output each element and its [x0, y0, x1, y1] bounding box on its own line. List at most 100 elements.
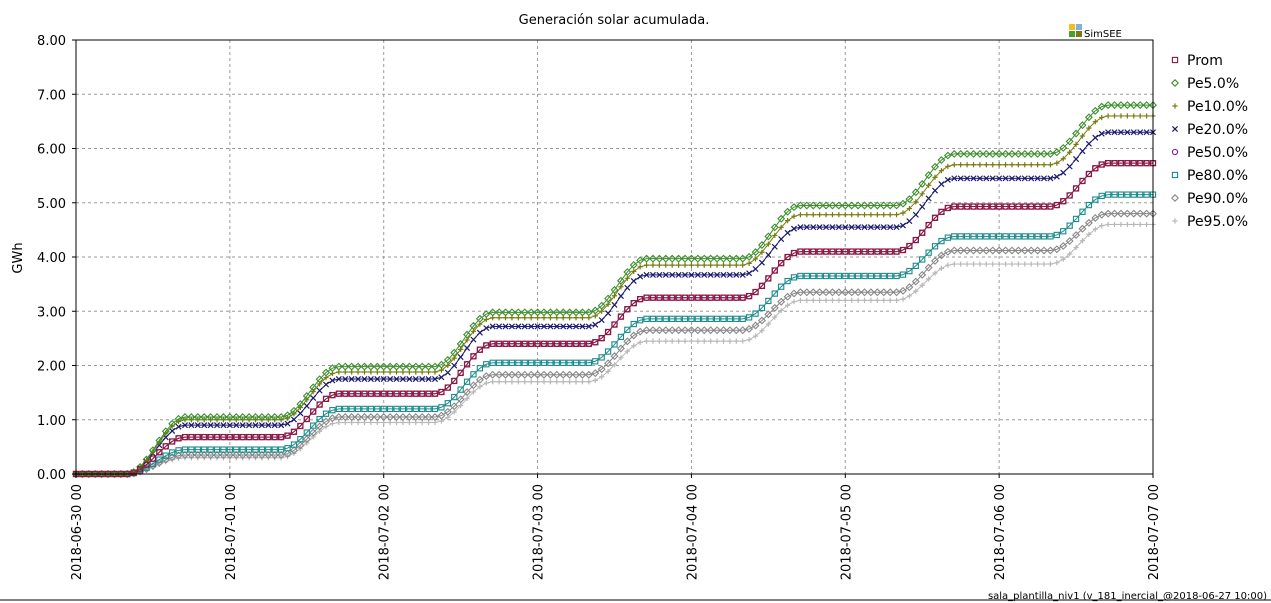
data-point	[540, 323, 548, 330]
data-point	[444, 400, 451, 407]
data-point	[777, 297, 786, 306]
data-point	[303, 402, 310, 409]
data-point	[681, 326, 689, 335]
data-point	[457, 386, 464, 393]
data-point	[874, 248, 881, 255]
data-point	[855, 224, 862, 231]
data-point	[399, 405, 407, 413]
data-point	[579, 379, 586, 385]
data-point	[1002, 162, 1009, 168]
data-point	[546, 370, 555, 379]
data-point	[252, 422, 259, 429]
legend: Prom Pe5.0% Pe10.0% Pe20.0% Pe50.0% Pe80.0% Pe…	[1171, 53, 1248, 230]
data-point	[616, 276, 625, 285]
data-point	[1111, 113, 1118, 119]
data-point	[701, 294, 708, 301]
data-point	[733, 338, 739, 344]
data-point	[315, 422, 324, 431]
data-point	[969, 246, 978, 255]
data-point	[970, 261, 977, 267]
data-point	[1117, 129, 1124, 136]
data-point	[714, 262, 720, 268]
data-point	[419, 390, 426, 397]
data-point	[867, 224, 874, 231]
data-point	[598, 334, 605, 342]
data-point	[303, 429, 310, 436]
data-point	[579, 359, 586, 366]
series-prom	[72, 159, 1157, 478]
data-point	[366, 413, 375, 422]
data-point	[1092, 196, 1099, 203]
data-point	[618, 355, 624, 361]
data-point	[662, 315, 669, 322]
data-point	[220, 433, 227, 441]
data-point	[584, 370, 593, 379]
data-point	[169, 438, 176, 445]
data-point	[802, 201, 811, 210]
data-point	[335, 376, 342, 383]
data-point	[688, 271, 695, 278]
data-point	[842, 212, 848, 218]
data-point	[906, 242, 913, 250]
data-point	[995, 149, 1004, 158]
data-point	[373, 362, 382, 371]
data-point	[1092, 134, 1099, 141]
grid-layer	[76, 40, 1153, 474]
data-point	[533, 370, 542, 379]
data-point	[194, 422, 201, 429]
data-point	[1104, 209, 1113, 218]
y-tick-label: 3.00	[37, 305, 66, 320]
data-point	[552, 308, 561, 317]
data-point	[257, 451, 266, 459]
data-point	[624, 275, 630, 281]
data-point	[802, 288, 811, 297]
data-point	[810, 224, 817, 231]
data-point	[392, 362, 401, 371]
data-point	[778, 224, 784, 230]
data-point	[379, 413, 388, 422]
data-point	[219, 413, 228, 422]
data-point	[1035, 261, 1041, 267]
data-point	[1073, 141, 1079, 147]
data-point	[675, 315, 682, 322]
data-point	[694, 271, 701, 278]
data-point	[502, 340, 509, 347]
data-point	[879, 288, 888, 297]
data-point	[1171, 194, 1179, 202]
data-point	[527, 370, 536, 379]
data-point	[855, 212, 861, 218]
data-point	[1046, 246, 1055, 255]
data-point	[854, 288, 863, 297]
data-point	[335, 390, 342, 397]
data-point	[278, 422, 285, 429]
data-point	[694, 294, 701, 301]
data-point	[1020, 149, 1029, 158]
data-point	[1060, 156, 1066, 162]
data-point	[490, 379, 496, 385]
data-point	[225, 413, 234, 422]
y-tick-label: 6.00	[37, 143, 66, 158]
data-point	[334, 413, 343, 422]
data-point	[656, 294, 663, 301]
data-point	[495, 340, 503, 347]
logo-square-yellow	[1069, 24, 1075, 30]
data-point	[457, 369, 464, 377]
data-point	[823, 224, 830, 231]
data-point	[489, 340, 496, 347]
data-point	[521, 340, 528, 347]
data-point	[329, 377, 336, 384]
data-point	[431, 390, 439, 397]
data-point	[567, 379, 573, 385]
data-point	[669, 338, 675, 344]
data-point	[251, 451, 260, 459]
data-point	[329, 407, 336, 414]
data-point	[629, 261, 638, 269]
data-point	[725, 326, 734, 335]
y-tick-label: 0.00	[37, 468, 66, 483]
data-point	[540, 359, 548, 366]
data-point	[251, 413, 260, 422]
data-point	[887, 248, 894, 255]
data-point	[245, 446, 253, 453]
data-point	[309, 428, 318, 437]
data-point	[937, 251, 946, 260]
